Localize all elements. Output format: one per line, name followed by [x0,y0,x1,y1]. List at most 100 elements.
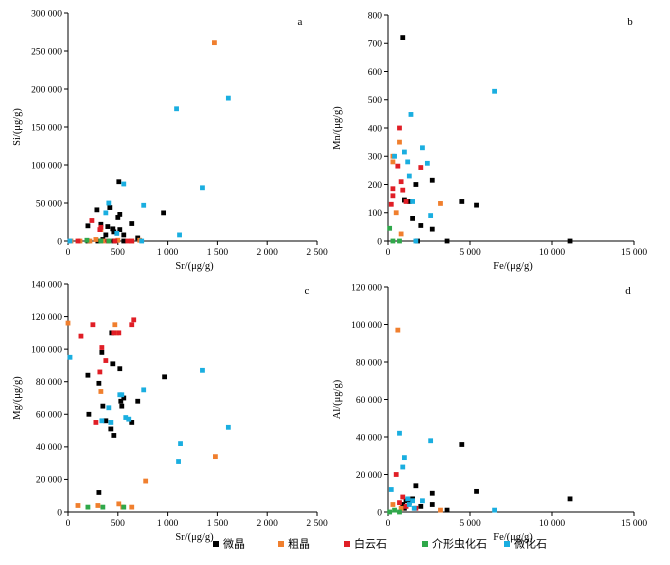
data-point [393,210,399,216]
data-point [93,237,99,242]
x-tick-label: 15 000 [621,519,647,529]
data-point [400,35,406,40]
data-point [400,494,406,500]
data-point [420,145,425,151]
data-point [390,193,396,199]
data-point [107,205,113,210]
data-point [84,237,90,243]
y-tick-label: 800 [368,11,383,21]
data-point [411,505,417,511]
y-tick-label: 80 000 [36,378,62,388]
y-tick-label: 40 000 [356,433,382,443]
data-point [98,238,104,244]
data-point [392,153,397,159]
legend-label: 微化石 [514,537,547,551]
data-point [89,218,95,223]
legend-label: 白云石 [354,537,387,551]
data-point [388,487,394,492]
y-tick-label: 20 000 [36,476,62,486]
data-point [444,238,450,244]
x-tick-label: 15 000 [621,248,647,258]
panel-label: d [625,285,631,297]
data-point [67,238,73,244]
chart-panel-a: 0 50 000 100 000 150 000 200 000 250 000 300 0… [12,9,328,272]
y-axis-label: Si/(μg/g) [12,108,23,146]
data-point [143,478,149,484]
y-tick-label: 150 000 [31,123,62,133]
data-point [398,231,404,237]
data-point [418,165,424,170]
data-point [390,186,396,192]
x-tick-label: 2 000 [257,248,279,258]
y-tick-label: 250 000 [31,47,62,57]
data-point [405,496,411,502]
data-point [118,398,124,404]
y-tick-label: 300 [368,153,383,163]
data-point [225,424,231,430]
x-tick-label: 2 500 [306,248,328,258]
data-point [117,227,123,232]
data-point [213,454,218,460]
data-point [388,201,394,207]
data-point [98,221,104,227]
data-point [117,366,123,372]
x-tick-label: 1 000 [157,248,179,258]
data-point [106,200,112,206]
data-point [125,238,131,244]
data-point [418,223,424,228]
data-point [67,354,73,360]
data-point [103,210,109,216]
x-tick-label: 1 000 [157,519,179,529]
data-point [103,232,109,238]
data-point [162,374,168,380]
data-point [96,490,102,495]
data-point [121,181,127,187]
data-point [567,238,573,244]
x-tick-label: 2 500 [306,519,328,529]
y-tick-label: 80 000 [356,358,382,368]
x-tick-label: 5 000 [459,248,481,258]
data-point [116,501,122,507]
data-point [397,139,402,145]
x-tick-label: 0 [386,248,391,258]
data-point [78,333,84,339]
chart-panel-b: 0 100 200 300 400 500 600 700 800 0 5 000 10 000 15 … [332,11,647,272]
legend-label: 介形虫化石 [432,537,487,551]
x-tick-label: 10 000 [539,248,565,258]
x-tick-label: 500 [111,519,126,529]
data-point [402,149,407,155]
data-point [96,380,102,386]
data-point [112,322,118,328]
data-point [418,503,424,509]
y-tick-label: 40 000 [36,443,62,453]
data-point [402,455,407,461]
data-point [429,226,435,232]
data-point [85,372,91,378]
data-point [95,503,101,508]
y-tick-label: 0 [377,237,382,247]
y-tick-label: 120 000 [31,313,62,323]
y-tick-label: 200 [368,181,383,191]
data-point [400,187,406,193]
data-point [86,411,92,417]
data-point [395,327,401,333]
legend-marker [504,541,510,547]
y-axis-label: Mn/(μg/g) [332,106,343,150]
data-point [390,159,396,165]
data-point [390,502,396,507]
data-point [111,433,117,438]
data-point [405,159,411,165]
data-point [111,229,117,235]
y-tick-label: 400 [368,124,383,134]
y-tick-label: 0 [57,237,62,247]
data-point [110,226,116,232]
data-point [392,507,397,513]
data-point [116,179,122,185]
data-point [492,507,497,513]
data-point [106,405,112,411]
data-point [129,221,135,226]
data-point [413,238,419,244]
data-point [387,225,393,231]
data-point [117,212,123,217]
x-tick-label: 0 [66,248,71,258]
